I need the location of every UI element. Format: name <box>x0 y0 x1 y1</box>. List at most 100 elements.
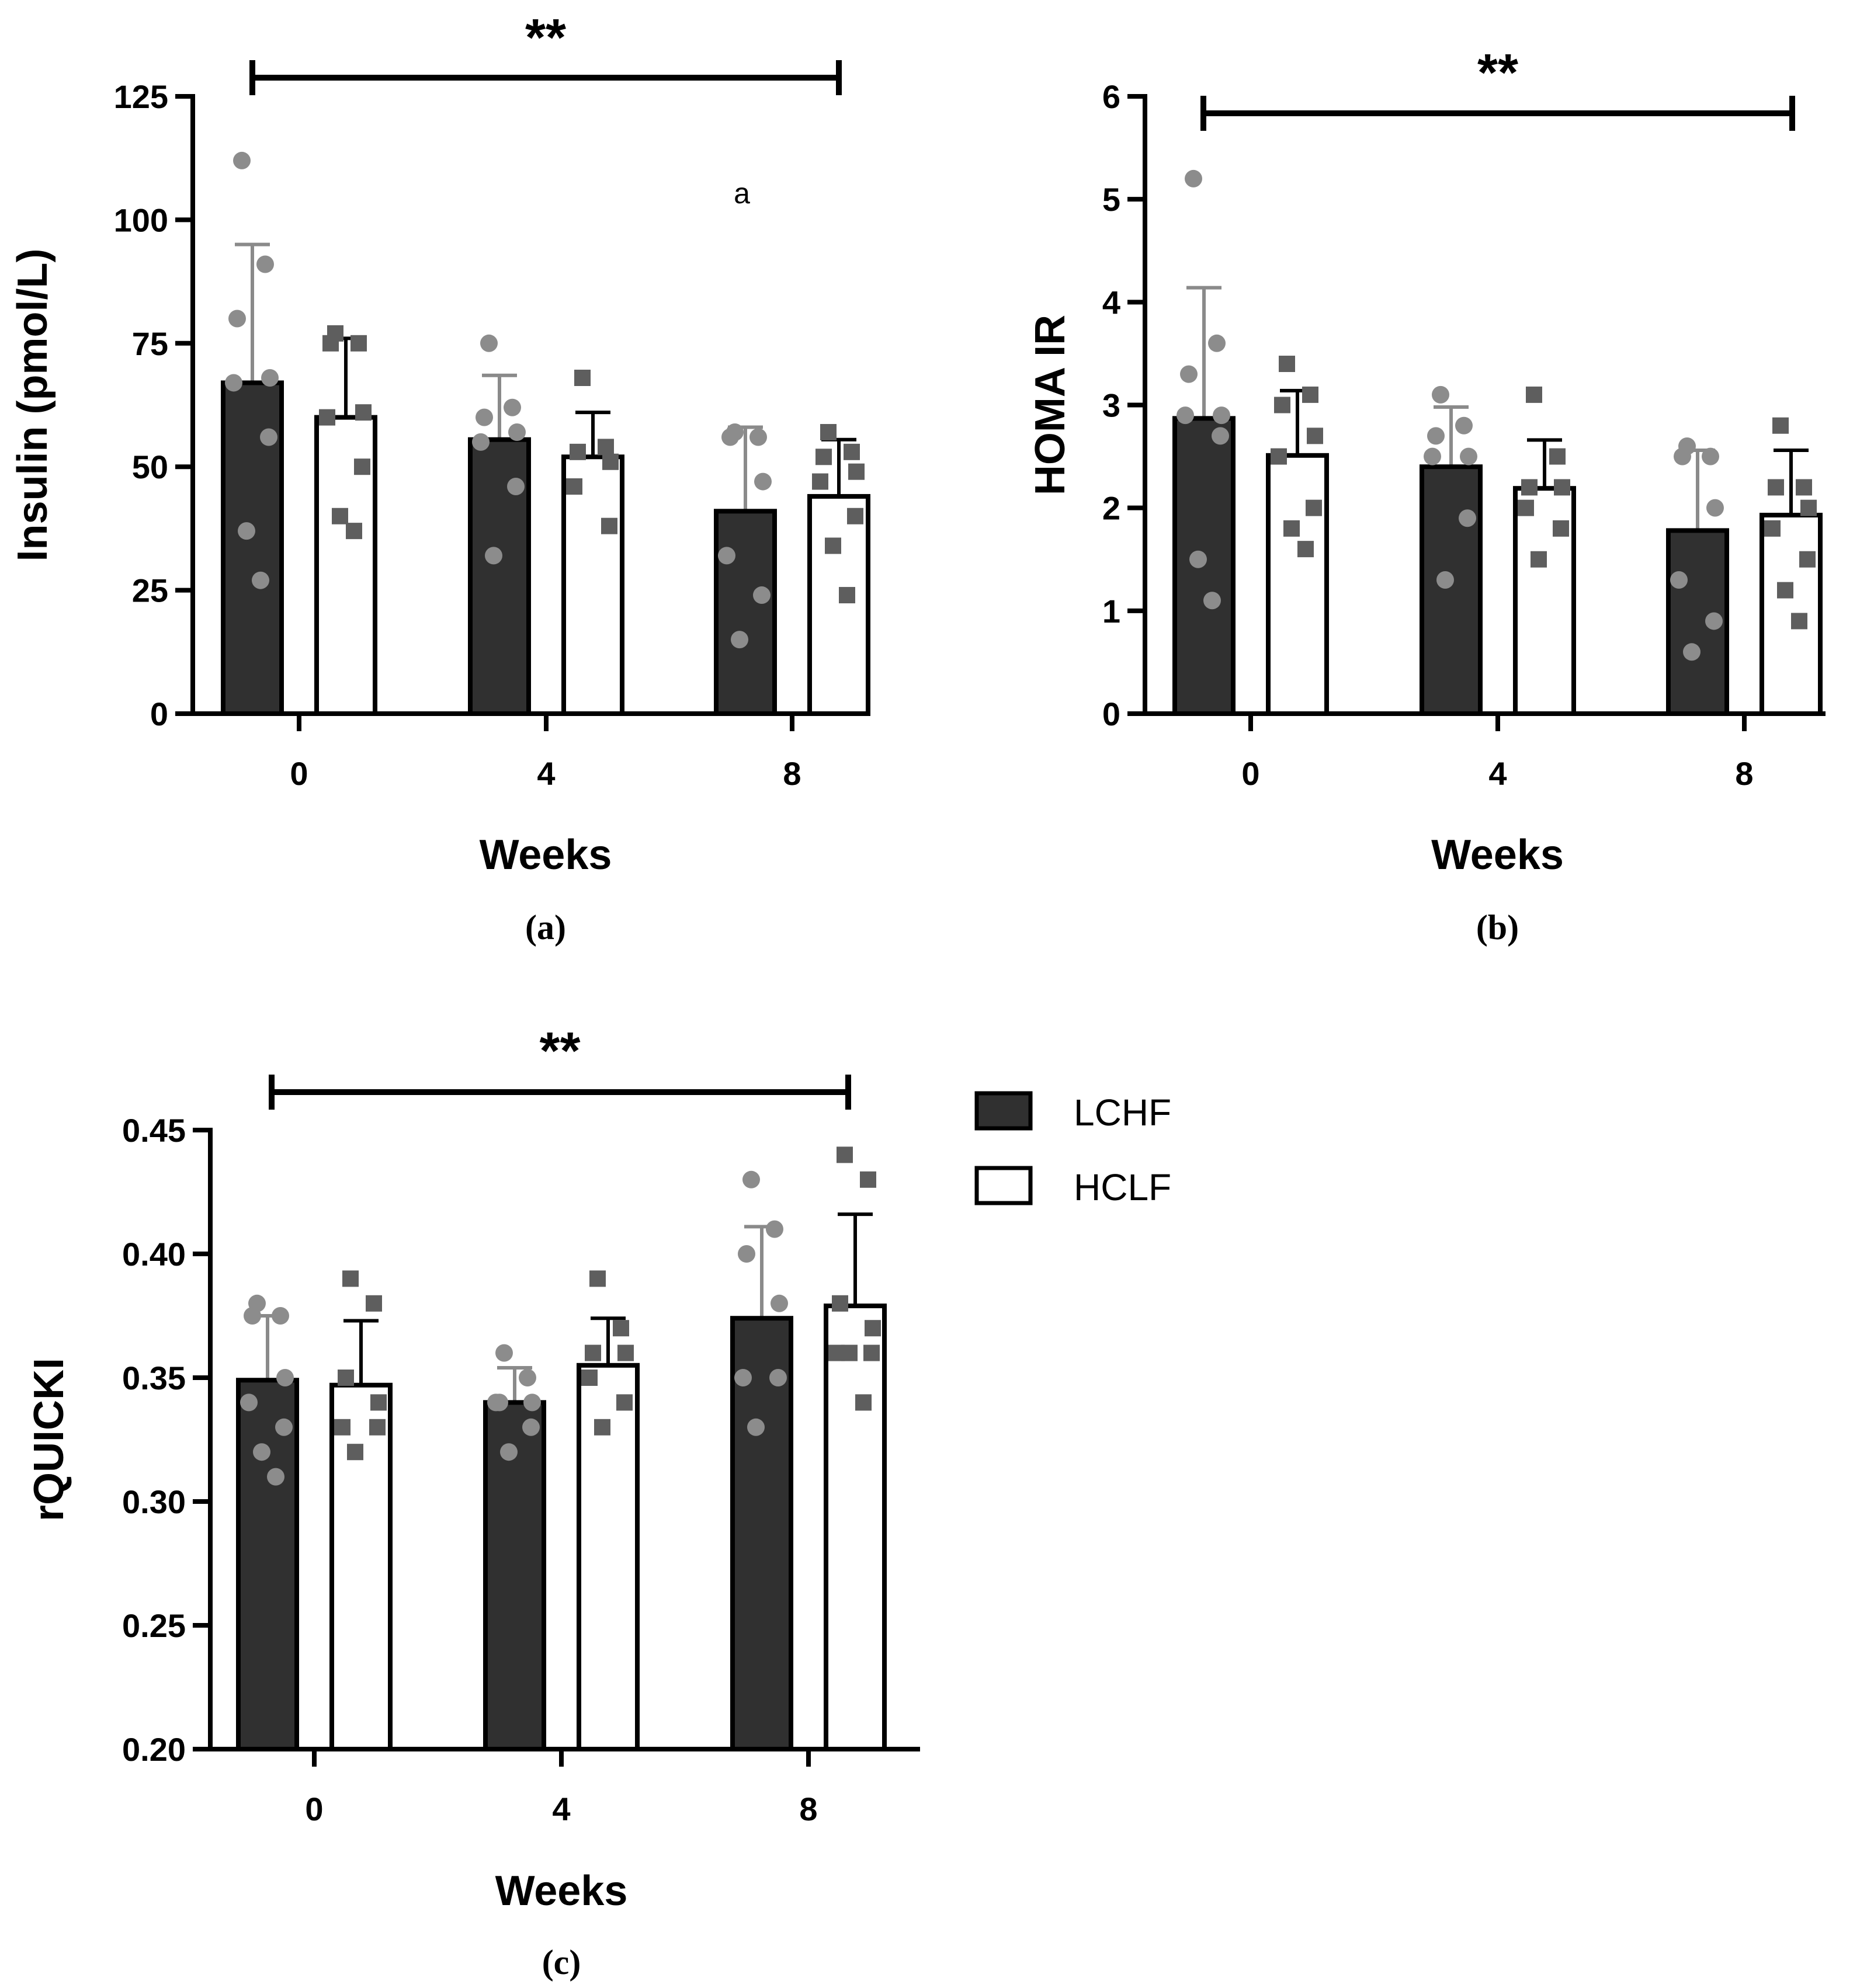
data-point-hclf <box>1531 551 1547 568</box>
data-point-lchf <box>272 1307 289 1325</box>
data-point-hclf <box>1521 479 1538 496</box>
data-point-hclf <box>617 1344 634 1361</box>
data-point-lchf <box>276 1369 294 1386</box>
data-point-hclf <box>350 335 367 352</box>
legend-label-hclf: HCLF <box>1074 1166 1171 1208</box>
data-point-lchf <box>1674 447 1691 465</box>
data-point-hclf <box>354 458 370 475</box>
data-point-lchf <box>252 571 269 589</box>
data-point-hclf <box>1554 479 1570 496</box>
data-point-hclf <box>847 508 863 524</box>
data-point-hclf <box>355 404 372 421</box>
data-point-lchf <box>1455 416 1473 435</box>
x-tick-label: 0 <box>1241 755 1259 792</box>
data-point-hclf <box>863 1344 880 1361</box>
y-tick-label: 0 <box>1102 696 1120 732</box>
data-point-hclf <box>848 463 865 480</box>
data-point-hclf <box>598 439 614 456</box>
data-point-lchf <box>253 1443 270 1461</box>
data-point-hclf <box>1306 499 1322 516</box>
data-point-hclf <box>1271 448 1287 465</box>
significance-label: ** <box>1477 44 1518 102</box>
data-point-hclf <box>319 409 335 426</box>
data-point-lchf <box>721 428 739 446</box>
data-point-lchf <box>523 1393 541 1412</box>
bar-lchf-week-4 <box>1420 464 1483 716</box>
data-point-lchf <box>1177 406 1194 425</box>
data-point-lchf <box>507 478 525 496</box>
data-point-lchf <box>718 547 735 565</box>
y-tick-label: 50 <box>132 449 168 485</box>
panel-c-rquicki: 0.20 0.25 0.30 0.35 0.40 0.45 0 4 8 ** rQUICKI Week… <box>26 1022 920 1982</box>
bar-hclf-week-4 <box>561 454 624 717</box>
y-axis-title: rQUICKI <box>26 1358 72 1521</box>
data-point-lchf <box>771 1294 788 1312</box>
data-point-hclf <box>1800 499 1817 516</box>
annotation-label: a <box>734 177 750 210</box>
data-point-hclf <box>1764 520 1781 537</box>
significance-label: ** <box>525 9 566 67</box>
data-point-lchf <box>731 631 748 649</box>
data-point-hclf <box>322 335 339 352</box>
bar-hclf-week-0 <box>1266 453 1329 716</box>
x-tick-label: 4 <box>552 1791 570 1827</box>
data-point-lchf <box>1424 447 1441 465</box>
data-point-lchf <box>485 547 502 565</box>
data-point-hclf <box>812 473 828 490</box>
data-point-hclf <box>1274 397 1290 413</box>
x-tick-label: 4 <box>537 755 555 792</box>
data-point-lchf <box>1460 447 1477 465</box>
bar-lchf-week-8 <box>730 1316 793 1751</box>
data-point-hclf <box>820 424 837 441</box>
data-point-hclf <box>613 1320 629 1337</box>
data-point-lchf <box>476 408 493 426</box>
data-point-lchf <box>766 1220 783 1238</box>
data-point-lchf <box>742 1170 760 1188</box>
data-point-hclf <box>1791 613 1807 630</box>
data-point-hclf <box>1799 551 1816 568</box>
data-point-lchf <box>500 1443 518 1461</box>
y-tick-label: 100 <box>114 201 168 238</box>
panel-a-insulin: 0 25 50 75 100 125 0 4 8 ** a Insulin (pmol/L) Weeks… <box>9 9 870 947</box>
data-point-lchf <box>747 1418 765 1436</box>
data-point-hclf <box>342 1270 359 1287</box>
data-point-hclf <box>566 478 582 495</box>
data-point-lchf <box>480 334 498 352</box>
data-point-hclf <box>370 1394 387 1411</box>
data-point-hclf <box>815 449 832 465</box>
data-point-lchf <box>495 1344 513 1362</box>
data-point-lchf <box>267 1468 284 1486</box>
y-axis-title: HOMA IR <box>1027 315 1074 495</box>
data-point-lchf <box>738 1245 755 1263</box>
data-point-lchf <box>1432 385 1449 404</box>
data-point-hclf <box>347 1444 363 1461</box>
data-point-lchf <box>228 310 246 328</box>
data-point-lchf <box>1436 571 1454 589</box>
panel-caption: (c) <box>542 1943 581 1982</box>
data-point-hclf <box>1553 520 1569 537</box>
data-point-hclf <box>1307 428 1323 444</box>
data-point-lchf <box>233 151 251 169</box>
x-axis-title: Weeks <box>495 1868 628 1914</box>
data-point-lchf <box>1427 427 1445 445</box>
y-tick-label: 2 <box>1102 490 1120 527</box>
data-point-hclf <box>865 1320 881 1337</box>
data-point-lchf <box>238 522 255 540</box>
data-point-lchf <box>1180 365 1198 383</box>
data-point-hclf <box>832 1295 848 1312</box>
data-point-lchf <box>753 586 771 604</box>
data-point-lchf <box>749 428 767 446</box>
panel-b-homa-ir: 0 1 2 3 4 5 6 0 4 8 ** HOMA IR Weeks (b) <box>1027 44 1826 947</box>
data-point-hclf <box>1518 499 1534 516</box>
data-point-lchf <box>240 1393 258 1412</box>
data-point-lchf <box>754 472 772 491</box>
data-point-lchf <box>1702 447 1719 465</box>
x-tick-label: 0 <box>290 755 308 792</box>
data-point-lchf <box>261 369 279 387</box>
data-point-hclf <box>860 1171 876 1188</box>
data-point-lchf <box>1208 334 1226 352</box>
bar-lchf-week-0 <box>236 1378 299 1751</box>
data-point-lchf <box>260 428 277 446</box>
data-point-lchf <box>734 1369 752 1386</box>
